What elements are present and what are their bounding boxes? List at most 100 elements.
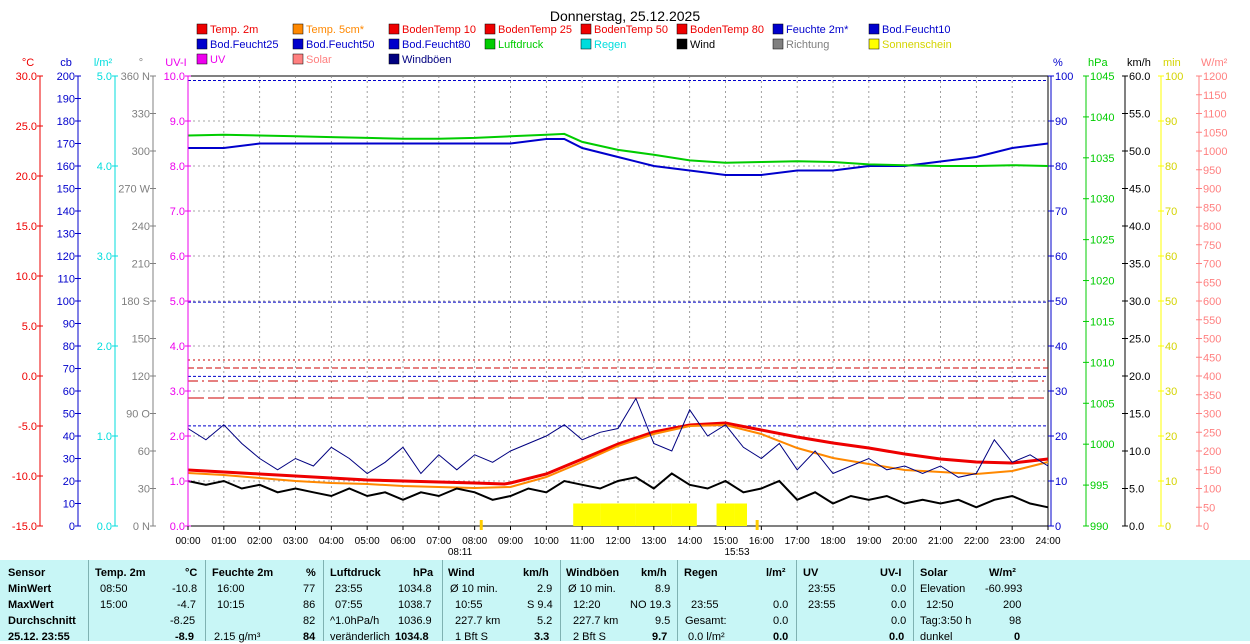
legend-label: Temp. 2m	[210, 24, 258, 36]
axis-tick-label: 1100	[1203, 109, 1227, 121]
axis-tick-label: 10.0	[16, 271, 37, 283]
series-temp-5cm	[187, 423, 1049, 490]
legend-label: BodenTemp 10	[402, 24, 476, 36]
x-tick-label: 03:00	[283, 536, 308, 547]
axis-tick-label: 300	[132, 146, 150, 158]
axis-tick-label: 120	[132, 371, 150, 383]
axis-tick-label: 20	[1165, 431, 1177, 443]
axis-tick-label: 0	[1055, 521, 1061, 533]
axis-tick-label: 750	[1203, 240, 1221, 252]
axis-tick-label: 550	[1203, 315, 1221, 327]
legend-swatch	[772, 23, 784, 35]
solar-elev-label: Elevation	[920, 583, 966, 595]
legend-swatch	[292, 53, 304, 65]
axis-tick-label: 0	[1165, 521, 1171, 533]
axis-tick-label: 20.0	[1129, 371, 1150, 383]
legend-swatch	[292, 38, 304, 50]
row-label-avg: Durchschnitt	[8, 615, 76, 627]
temp-unit: °C	[185, 567, 198, 579]
legend-swatch	[292, 23, 304, 35]
axis-tick-label: 2.0	[97, 341, 112, 353]
wind-unit: km/h	[523, 567, 549, 579]
axis-tick-label: 60	[63, 386, 75, 398]
axis-tick-label: 400	[1203, 371, 1221, 383]
axis-tick-label: 50	[1203, 502, 1215, 514]
solar-unit: W/m²	[989, 567, 1016, 579]
gust-max: NO 19.3	[630, 599, 671, 611]
axis-tick-label: 7.0	[170, 206, 185, 218]
axis-tick-label: 1005	[1090, 398, 1114, 410]
axis-tick-label: 350	[1203, 390, 1221, 402]
axis-tick-label: 900	[1203, 184, 1221, 196]
legend-label: Wind	[690, 39, 715, 51]
uv-min-time: 23:55	[808, 583, 836, 595]
axis-tick-label: 20	[1055, 431, 1067, 443]
axis-unit-label: %	[1053, 57, 1063, 69]
x-tick-label: 24:00	[1035, 536, 1060, 547]
axis-unit-label: hPa	[1088, 57, 1108, 69]
axis-tick-label: 200	[1203, 446, 1221, 458]
temp-max: -4.7	[177, 599, 196, 611]
axis-tick-label: 90	[1165, 116, 1177, 128]
axis-tick-label: -10.0	[12, 471, 37, 483]
solar-elev: -60.993	[985, 583, 1023, 595]
legend-swatch	[484, 23, 496, 35]
axis-tick-label: 5.0	[170, 296, 185, 308]
axis-tick-label: 170	[57, 139, 75, 151]
gust-max-time: 12:20	[573, 599, 601, 611]
uv-unit: UV-I	[880, 567, 902, 579]
axis-tick-label: 600	[1203, 296, 1221, 308]
x-tick-label: 13:00	[641, 536, 666, 547]
axis-tick-label: 100	[1203, 484, 1221, 496]
axis-tick-label: 90	[1055, 116, 1067, 128]
axis-tick-label: 120	[57, 251, 75, 263]
press-min: 1034.8	[398, 583, 432, 595]
sunshine-bar	[671, 503, 697, 526]
press-max-time: 07:55	[335, 599, 363, 611]
axis-tick-label: 5.0	[22, 321, 37, 333]
axis-tick-label: 1030	[1090, 194, 1114, 206]
axis-tick-label: 80	[1165, 161, 1177, 173]
axis-tick-label: 0.0	[1129, 521, 1144, 533]
axis-tick-label: 100	[1055, 71, 1073, 83]
axis-tick-label: 150	[1203, 465, 1221, 477]
press-max: 1038.7	[398, 599, 432, 611]
hum-max: 86	[303, 599, 316, 611]
temp-header: Temp. 2m	[95, 567, 146, 579]
temp-max-time: 15:00	[100, 599, 128, 611]
axis-unit-label: min	[1163, 57, 1181, 69]
axis-tick-label: 3.0	[97, 251, 112, 263]
axis-unit-label: l/m²	[94, 57, 113, 69]
solar-current: 0	[1014, 631, 1021, 643]
hum-min-time: 16:00	[217, 583, 245, 595]
axis-unit-label: cb	[60, 57, 72, 69]
axis-tick-label: 650	[1203, 277, 1221, 289]
wind-avg: 5.2	[537, 615, 553, 627]
gust-r1-label: Ø 10 min.	[568, 583, 616, 595]
uv-max: 0.0	[891, 599, 907, 611]
legend-swatch	[388, 38, 400, 50]
axis-tick-label: 30	[63, 454, 75, 466]
axis-unit-label: W/m²	[1201, 57, 1228, 69]
x-tick-label: 04:00	[319, 536, 344, 547]
axis-tick-label: -15.0	[12, 521, 37, 533]
rain-rate: 0.0 l/m²	[688, 631, 725, 643]
wind-max-time: 10:55	[455, 599, 483, 611]
axis-tick-label: 1.0	[170, 476, 185, 488]
axis-tick-label: 40.0	[1129, 221, 1150, 233]
wind-current: 3.3	[534, 631, 550, 643]
axis-tick-label: 160	[57, 161, 75, 173]
legend-label: Bod.Feucht25	[210, 39, 279, 51]
axis-tick-label: 1025	[1090, 235, 1114, 247]
axis-tick-label: 1010	[1090, 357, 1114, 369]
axis-tick-label: 40	[63, 431, 75, 443]
axis-tick-label: 3.0	[170, 386, 185, 398]
axis-tick-label: 130	[57, 229, 75, 241]
axis-tick-label: 0.0	[97, 521, 112, 533]
axis-tick-label: 60	[1165, 251, 1177, 263]
wind-max: S 9.4	[527, 599, 553, 611]
axis-tick-label: 1000	[1203, 146, 1227, 158]
solar-max: 200	[1003, 599, 1022, 611]
axis-tick-label: 10.0	[1129, 446, 1150, 458]
sunshine-bar	[734, 503, 747, 526]
